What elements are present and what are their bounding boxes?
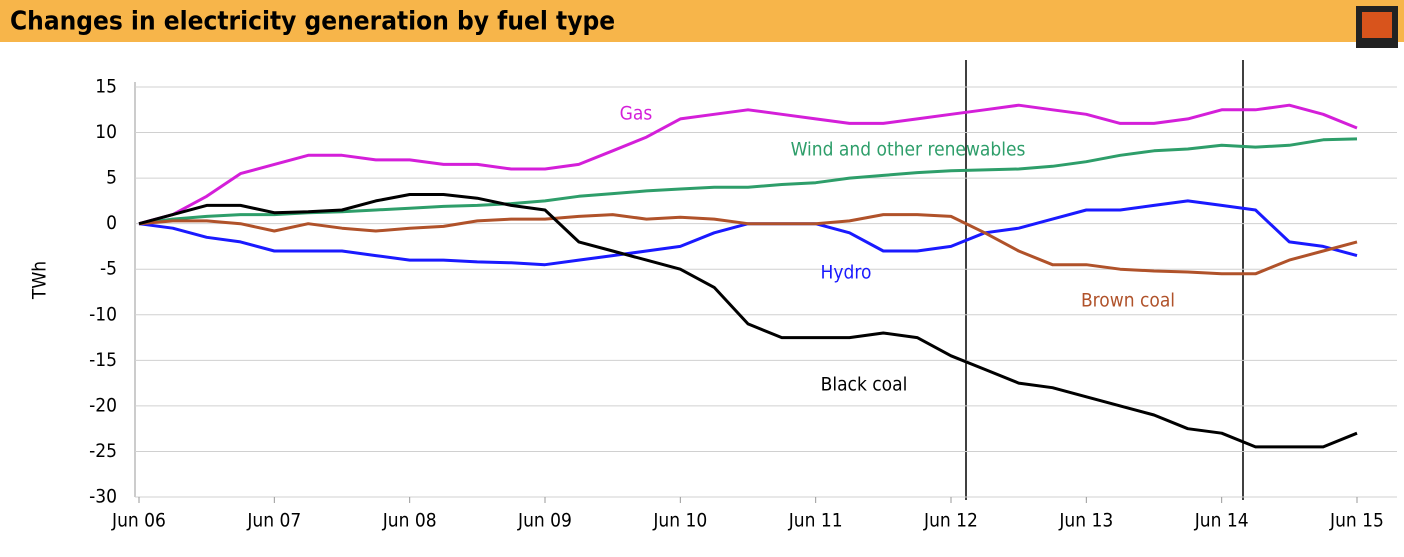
y-tick-label: 5: [106, 167, 117, 189]
series-line: [138, 137, 1358, 226]
series-label: Wind and other renewables: [791, 139, 1026, 161]
y-tick-label: -20: [89, 394, 117, 416]
x-tick-label: Jun 08: [382, 510, 437, 532]
x-tick-label: Jun 11: [788, 510, 843, 532]
x-tick-label: Jun 15: [1329, 510, 1384, 532]
y-tick-label: 15: [95, 76, 117, 98]
series-label: Brown coal: [1081, 290, 1175, 312]
y-tick-label: -5: [100, 258, 117, 280]
y-tick-label: 0: [106, 212, 117, 234]
y-tick-label: -30: [89, 486, 117, 508]
logo-mark: [1362, 12, 1392, 38]
x-tick-label: Jun 12: [923, 510, 978, 532]
y-tick-label: 10: [95, 121, 117, 143]
title-bar: [0, 0, 1404, 42]
series-line: [138, 213, 1358, 276]
y-axis-label: TWh: [29, 261, 51, 300]
x-tick-label: Jun 14: [1194, 510, 1249, 532]
x-tick-label: Jun 10: [652, 510, 707, 532]
y-tick-label: -15: [89, 349, 117, 371]
x-tick-label: Jun 13: [1058, 510, 1113, 532]
series-line: [138, 193, 1358, 449]
series-label: Black coal: [821, 374, 908, 396]
series-label: Hydro: [821, 262, 872, 284]
chart-title: Changes in electricity generation by fue…: [10, 7, 615, 37]
y-tick-label: -10: [89, 303, 117, 325]
series-label: Gas: [620, 103, 653, 125]
y-tick-label: -25: [89, 440, 117, 462]
x-tick-label: Jun 07: [246, 510, 301, 532]
x-tick-label: Jun 06: [111, 510, 166, 532]
series-line: [138, 103, 1358, 226]
x-tick-label: Jun 09: [517, 510, 572, 532]
